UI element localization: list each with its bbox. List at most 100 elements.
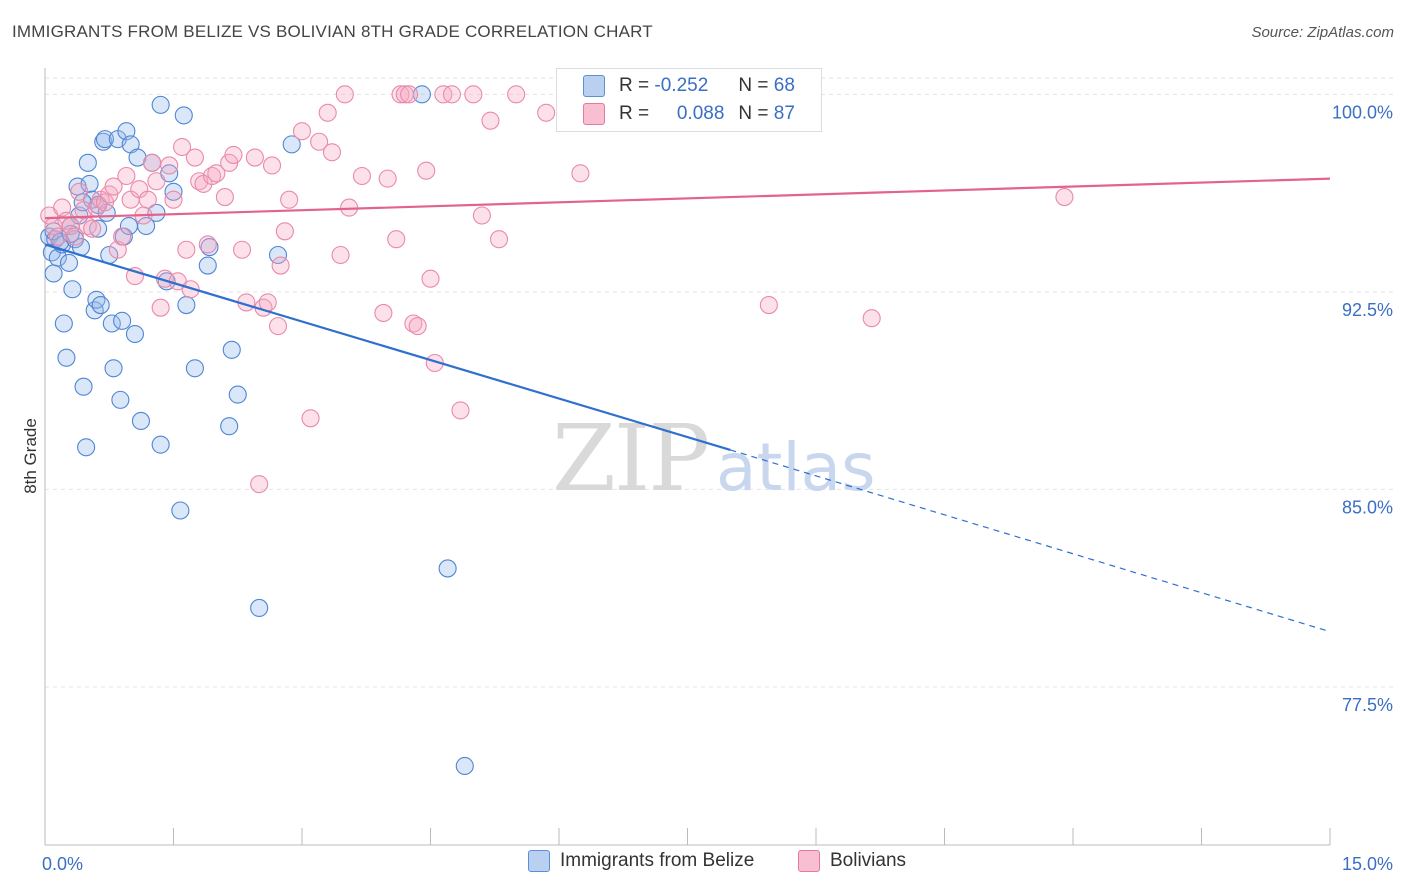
bolivian-point (70, 182, 89, 201)
belize-point (73, 193, 92, 212)
bolivian-point (262, 156, 282, 175)
bolivian-point (352, 166, 372, 186)
watermark: ZIP atlas (552, 405, 876, 512)
belize-point (228, 385, 247, 404)
bolivian-point (400, 85, 419, 104)
bolivian-point (537, 103, 556, 122)
belize-n-value: 68 (773, 75, 795, 96)
trend-lines (44, 177, 1331, 633)
belize-point (111, 390, 130, 409)
belize-point (63, 280, 82, 299)
belize-point (113, 311, 132, 330)
y-tick-label: 92.5% (1342, 300, 1393, 320)
bolivian-point (83, 219, 102, 238)
belize-point (104, 359, 123, 378)
belize-point (455, 756, 474, 776)
belize-point (164, 182, 183, 201)
bolivian-point (417, 161, 436, 180)
bolivian-point (464, 85, 483, 104)
watermark-zip: ZIP (552, 405, 708, 512)
bolivian-point (164, 190, 183, 209)
belize-point (125, 324, 144, 344)
bolivian-point (472, 206, 491, 225)
belize-point (78, 153, 97, 172)
belize-point (95, 130, 115, 149)
belize-swatch (583, 75, 605, 97)
bolivian-point (387, 230, 406, 249)
bolivian-point (292, 122, 312, 141)
belize-r-label: R = (619, 75, 650, 96)
bolivian-point (271, 256, 290, 275)
belize-point (102, 314, 121, 333)
bolivian-point (571, 164, 590, 183)
belize-point (174, 106, 193, 125)
bolivian-point (113, 227, 132, 246)
belize-point (137, 216, 156, 236)
bolivian-point (378, 169, 397, 188)
bolivian-point (207, 164, 226, 183)
x-tick-label-start: 0.0% (42, 854, 83, 874)
bolivian-point (318, 103, 337, 122)
bolivian-point (862, 309, 881, 328)
y-axis-label: 8th Grade (21, 418, 40, 494)
y-tick-label: 77.5% (1342, 695, 1393, 715)
belize-point (94, 132, 113, 151)
belize-point (198, 256, 217, 275)
grid-lines (45, 77, 1395, 688)
bolivian-point (250, 475, 269, 494)
belize-trend-extension (730, 449, 1331, 633)
belize-point (220, 417, 239, 436)
belize-point (59, 253, 79, 272)
bolivian-point (232, 240, 252, 259)
bolivian-point (151, 298, 170, 317)
series-bolivians-points (40, 85, 1074, 494)
watermark-atlas: atlas (716, 429, 876, 506)
bolivian-point (421, 269, 440, 288)
belize-point (151, 95, 170, 114)
belize-point (57, 348, 76, 367)
belize-point (177, 296, 196, 315)
bolivian-point (177, 240, 196, 259)
bolivian-point (173, 137, 192, 157)
bottom-legend-belize: Immigrants from Belize (528, 850, 754, 872)
bolivian-point (160, 156, 179, 175)
bolivian-point (442, 85, 461, 104)
belize-point (54, 314, 73, 333)
belize-point (185, 359, 204, 378)
bolivian-point (759, 296, 778, 315)
bolivians-swatch (583, 103, 605, 125)
belize-point (438, 559, 457, 578)
belize-point (268, 245, 288, 265)
belize-point (151, 435, 170, 454)
belize-point (74, 377, 93, 396)
bolivian-point (138, 190, 157, 209)
belize-point (171, 501, 190, 520)
belize-point (200, 238, 219, 257)
bolivian-point (104, 177, 123, 196)
belize-point (89, 219, 108, 238)
bolivians-r-label: R = (619, 103, 650, 124)
bolivian-point (301, 409, 320, 428)
bolivian-point (245, 148, 264, 167)
x-tick-label-end: 15.0% (1342, 854, 1393, 874)
bolivian-point (310, 132, 329, 151)
chart-title: IMMIGRANTS FROM BELIZE VS BOLIVIAN 8TH G… (12, 22, 653, 41)
belize-point (250, 598, 269, 617)
belize-point (282, 135, 301, 154)
bolivian-point (481, 111, 500, 130)
belize-point (44, 264, 63, 283)
belize-point (131, 411, 150, 430)
bottom-belize-label: Immigrants from Belize (560, 850, 755, 871)
bolivian-point (1055, 188, 1074, 207)
y-tick-label: 100.0% (1332, 102, 1393, 122)
bolivian-point (489, 230, 509, 249)
bottom-bolivians-label: Bolivians (830, 850, 907, 871)
bolivians-trend-line (44, 177, 1331, 220)
bolivians-n-value: 87 (773, 103, 795, 124)
bolivian-point (451, 401, 470, 420)
y-tick-label: 85.0% (1342, 497, 1393, 517)
belize-r-value: -0.252 (654, 75, 709, 96)
bottom-belize-swatch (528, 850, 550, 872)
source-label: Source: ZipAtlas.com (1251, 24, 1394, 41)
